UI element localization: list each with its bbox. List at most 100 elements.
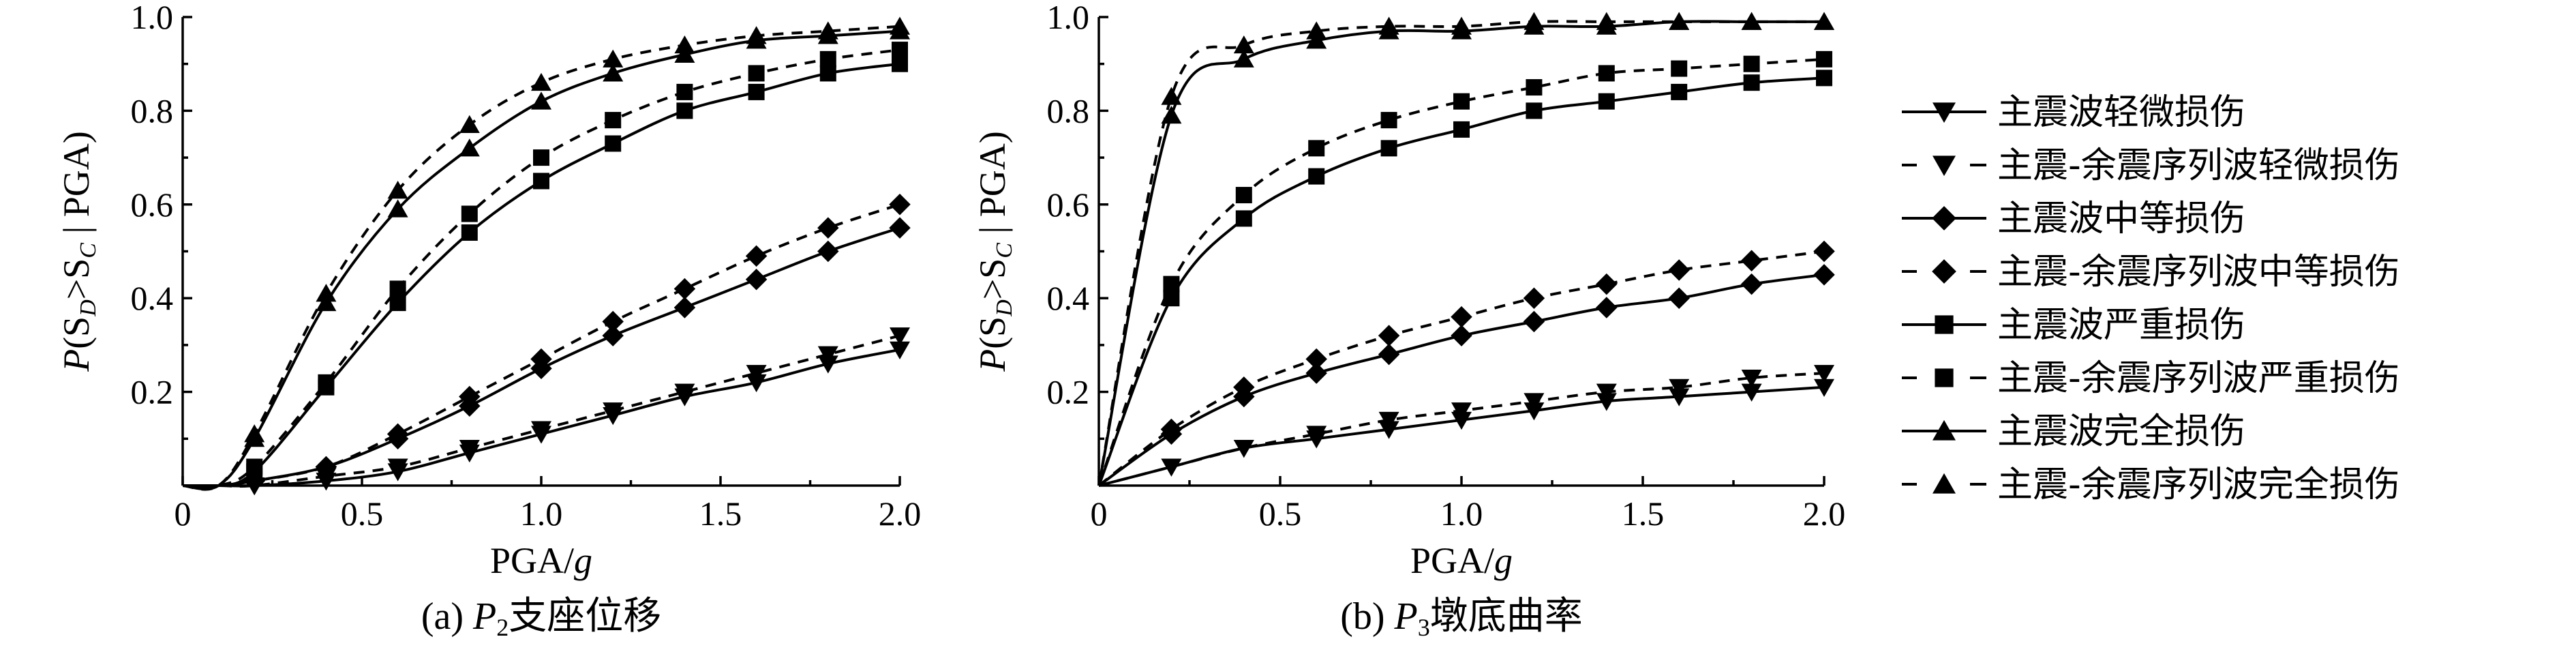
x-tick-label: 0.5 (1259, 494, 1302, 533)
panel-caption: (a) P2支座位移 (421, 594, 661, 641)
data-point-marker (315, 456, 337, 478)
data-point-marker (1235, 210, 1252, 227)
legend-marker (1932, 206, 1956, 231)
legend-marker (1932, 259, 1956, 284)
legend-marker (1933, 419, 1956, 441)
x-tick-label: 1.0 (520, 494, 563, 533)
data-point-marker (1380, 112, 1397, 129)
legend-marker (1933, 102, 1956, 123)
data-point-marker (1669, 12, 1690, 30)
data-point-marker (673, 297, 696, 318)
data-point-marker (461, 205, 478, 222)
data-point-marker (1741, 12, 1762, 30)
data-point-marker (1743, 55, 1760, 72)
data-point-marker (461, 224, 478, 241)
data-point-marker (1814, 365, 1834, 383)
x-tick-label: 0.5 (341, 494, 384, 533)
data-point-marker (387, 458, 408, 477)
series-line-4 (1097, 250, 1825, 487)
data-point-marker (889, 217, 911, 239)
data-point-marker (605, 112, 622, 129)
x-axis-title: PGA/g (1410, 540, 1513, 581)
series-line-6 (1097, 57, 1825, 486)
data-point-marker (1453, 93, 1470, 110)
data-point-marker (1308, 140, 1325, 157)
y-tick-label: 0.4 (1047, 279, 1090, 317)
y-tick-label: 0.6 (1047, 186, 1090, 224)
legend-marker (1933, 155, 1956, 177)
data-point-marker (316, 293, 337, 312)
data-point-marker (1451, 402, 1472, 421)
series-line-4 (182, 203, 900, 488)
legend-marker (1935, 315, 1954, 334)
data-point-marker (603, 49, 624, 68)
data-point-marker (1451, 16, 1472, 35)
y-tick-label: 0.2 (131, 373, 174, 411)
data-point-marker (605, 135, 622, 152)
legend-marker (1935, 368, 1954, 387)
x-tick-label: 1.0 (1440, 494, 1483, 533)
y-axis-title: P(SD>SC | PGA) (972, 131, 1017, 372)
data-point-marker (531, 421, 551, 439)
data-point-marker (1163, 276, 1180, 293)
series-line-1 (1098, 385, 1825, 487)
data-point-marker (817, 21, 838, 40)
data-point-marker (1741, 383, 1762, 402)
data-point-marker (1233, 35, 1254, 54)
data-point-marker (531, 72, 551, 91)
legend-item-label: 主震波轻微损伤 (1997, 92, 2245, 133)
data-point-marker (748, 65, 765, 82)
data-point-marker (387, 199, 408, 218)
data-point-marker (459, 115, 480, 134)
data-point-marker (1305, 348, 1327, 370)
data-point-marker (1305, 362, 1327, 384)
data-point-marker (387, 423, 409, 445)
data-point-marker (674, 44, 695, 63)
data-point-marker (674, 35, 695, 54)
data-point-marker (1740, 250, 1763, 271)
data-point-marker (1669, 379, 1690, 397)
data-point-marker (318, 374, 335, 391)
data-point-marker (246, 458, 263, 475)
series-line-2 (183, 334, 900, 488)
data-point-marker (530, 348, 552, 370)
data-point-marker (1814, 12, 1834, 30)
data-point-marker (746, 365, 767, 383)
data-point-marker (746, 374, 767, 393)
series-line-5 (1097, 76, 1825, 486)
data-point-marker (603, 63, 624, 82)
data-point-marker (1451, 325, 1472, 346)
data-point-marker (1380, 140, 1397, 157)
data-point-marker (1306, 31, 1327, 49)
data-point-marker (1816, 50, 1832, 68)
chart-panel-a: 0 0.5 1.0 1.5 2.0 0.2 0.4 0.6 0.8 1.0 PGA/g P(SD>SC… (56, 0, 921, 641)
data-point-marker (1233, 49, 1254, 68)
data-point-marker (387, 180, 408, 199)
data-point-marker (1451, 306, 1472, 328)
legend-item-label: 主震-余震序列波轻微损伤 (1997, 145, 2400, 186)
data-point-marker (1526, 102, 1543, 119)
y-tick-label: 0.4 (131, 279, 174, 317)
data-point-marker (459, 385, 481, 408)
data-point-marker (889, 194, 911, 216)
data-point-marker (1523, 310, 1545, 333)
data-point-marker (1524, 393, 1545, 411)
x-tick-label: 1.5 (1622, 494, 1665, 533)
data-point-marker (1526, 79, 1543, 96)
data-point-marker (1451, 411, 1472, 430)
data-point-marker (892, 42, 908, 59)
legend-item-label: 主震波严重损伤 (1997, 305, 2245, 346)
legend-item-label: 主震波完全损伤 (1997, 411, 2245, 452)
data-point-marker (892, 55, 908, 72)
data-point-marker (746, 26, 767, 44)
data-point-marker (745, 245, 768, 267)
data-point-marker (1669, 388, 1690, 406)
data-point-marker (1233, 376, 1255, 398)
chart-panel-b: 0 0.5 1.0 1.5 2.0 0.2 0.4 0.6 0.8 1.0 PGA/g P(SD>SC… (972, 0, 1845, 641)
legend-item-label: 主震-余震序列波中等损伤 (1997, 252, 2400, 293)
data-point-marker (1741, 369, 1762, 388)
data-point-marker (316, 284, 337, 302)
data-point-marker (1161, 458, 1182, 477)
